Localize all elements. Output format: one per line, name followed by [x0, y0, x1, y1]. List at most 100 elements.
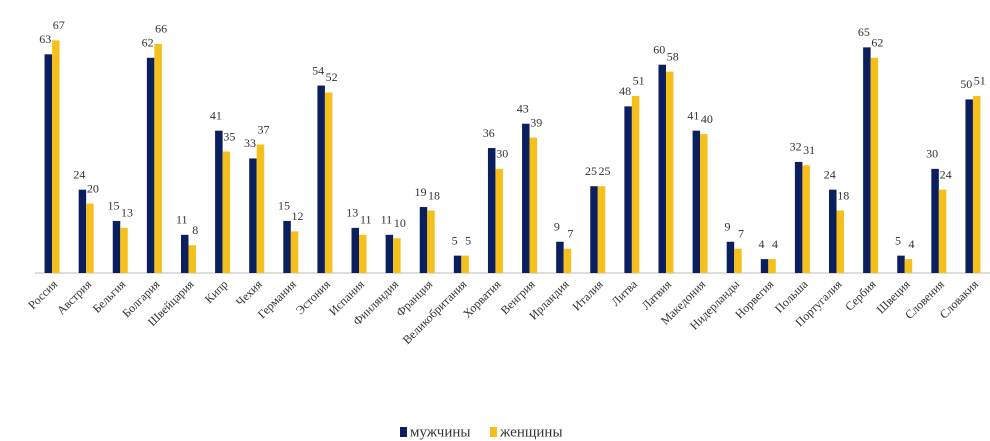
bar: [86, 203, 94, 273]
data-label: 66: [155, 22, 167, 36]
bar: [249, 158, 257, 273]
x-tick-label: Норвегия: [732, 277, 776, 321]
data-label: 7: [567, 226, 573, 240]
data-label: 31: [803, 143, 815, 157]
data-label: 11: [381, 213, 393, 227]
bar: [351, 227, 360, 273]
x-tick-label: Литва: [608, 277, 640, 309]
data-label: 62: [142, 36, 154, 50]
bar: [665, 71, 674, 274]
data-label: 5: [895, 233, 901, 247]
data-label: 33: [244, 136, 256, 150]
bar: [461, 255, 469, 273]
bar: [563, 248, 572, 273]
bar: [112, 220, 121, 273]
data-label: 13: [346, 206, 358, 220]
bar: [359, 234, 367, 273]
bar: [760, 259, 769, 273]
x-tick-label: Чехия: [233, 277, 265, 309]
bar: [965, 99, 973, 273]
bar: [290, 231, 299, 273]
data-label: 25: [599, 164, 611, 178]
bar: [215, 130, 223, 273]
legend-label: женщины: [499, 424, 563, 440]
x-tick-label: Кипр: [202, 277, 231, 306]
legend-swatch: [400, 427, 407, 437]
bar: [794, 161, 803, 273]
bar: [222, 151, 231, 273]
bar: [393, 238, 401, 273]
data-label: 40: [701, 112, 713, 126]
data-label: 18: [837, 188, 849, 202]
data-label: 65: [858, 25, 870, 39]
data-label: 67: [53, 18, 65, 32]
data-label: 48: [619, 84, 631, 98]
data-label: 39: [530, 115, 542, 129]
bar: [768, 259, 776, 273]
data-label: 7: [738, 226, 744, 240]
data-label: 37: [257, 122, 269, 136]
bar: [624, 106, 632, 273]
bar: [726, 241, 735, 273]
data-label: 19: [414, 185, 426, 199]
data-label: 51: [974, 74, 986, 88]
x-tick-label: Италия: [569, 277, 606, 314]
data-label: 4: [772, 237, 778, 251]
bar: [556, 241, 564, 273]
bar: [802, 165, 810, 273]
data-label: 15: [108, 199, 120, 213]
data-label: 9: [724, 220, 730, 234]
x-tick-label: Германия: [255, 277, 299, 321]
data-label: 4: [908, 237, 914, 251]
data-label: 62: [871, 36, 883, 50]
data-label: 63: [39, 32, 51, 46]
data-label: 41: [687, 108, 699, 122]
x-tick-label: Австрия: [54, 277, 95, 318]
data-label: 9: [554, 220, 560, 234]
bar: [904, 259, 913, 273]
data-label: 24: [824, 167, 836, 181]
data-label: 30: [496, 147, 508, 161]
data-label: 54: [312, 63, 324, 77]
data-label: 32: [790, 140, 802, 154]
bar: [146, 57, 155, 274]
data-label: 58: [667, 49, 679, 63]
data-label: 12: [292, 209, 304, 223]
bar: [631, 95, 640, 273]
bar: [938, 189, 947, 273]
data-label: 35: [223, 129, 235, 143]
data-label: 20: [87, 181, 99, 195]
data-label: 43: [517, 101, 529, 115]
bar: [692, 130, 701, 273]
bar: [931, 168, 939, 273]
data-label: 25: [585, 164, 597, 178]
bar: [419, 207, 428, 273]
bar: [829, 189, 837, 273]
bar: [897, 255, 905, 273]
bar: [180, 234, 189, 273]
bar: [972, 95, 981, 273]
bar: [836, 210, 845, 273]
x-tick-label: Сербия: [842, 277, 879, 314]
bar: [188, 245, 196, 273]
legend-label: мужчины: [410, 424, 470, 440]
bar: [529, 137, 538, 273]
data-label: 50: [960, 77, 972, 91]
data-label: 24: [73, 167, 85, 181]
bar: [256, 144, 265, 273]
data-label: 10: [394, 216, 406, 230]
bar: [120, 227, 128, 273]
bar: [734, 248, 742, 273]
bar: [283, 220, 291, 273]
data-label: 60: [653, 42, 665, 56]
data-label: 5: [452, 233, 458, 247]
data-label: 52: [326, 70, 338, 84]
bar: [52, 40, 60, 273]
data-label: 41: [210, 108, 222, 122]
bar: [427, 210, 435, 273]
data-label: 15: [278, 199, 290, 213]
bar: [597, 186, 606, 273]
data-label: 13: [121, 206, 133, 220]
bar: [590, 186, 598, 273]
